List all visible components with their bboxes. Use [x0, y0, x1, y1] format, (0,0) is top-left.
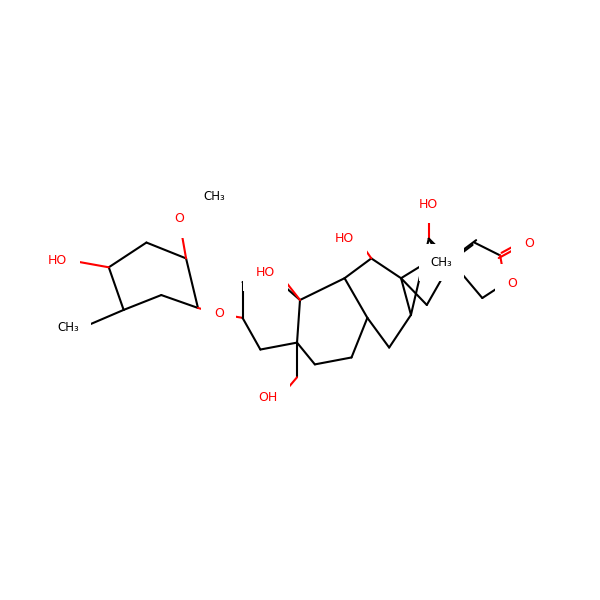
Text: O: O	[174, 212, 184, 225]
Text: CH₃: CH₃	[431, 256, 452, 269]
Text: CH₃: CH₃	[203, 190, 224, 203]
Text: CH₃: CH₃	[58, 321, 79, 334]
Text: HO: HO	[335, 232, 355, 245]
Text: HO: HO	[256, 266, 275, 279]
Text: O: O	[507, 277, 517, 290]
Text: HO: HO	[48, 254, 67, 267]
Text: OH: OH	[258, 391, 277, 404]
Text: O: O	[524, 237, 534, 250]
Text: HO: HO	[419, 198, 439, 211]
Text: O: O	[214, 307, 224, 320]
